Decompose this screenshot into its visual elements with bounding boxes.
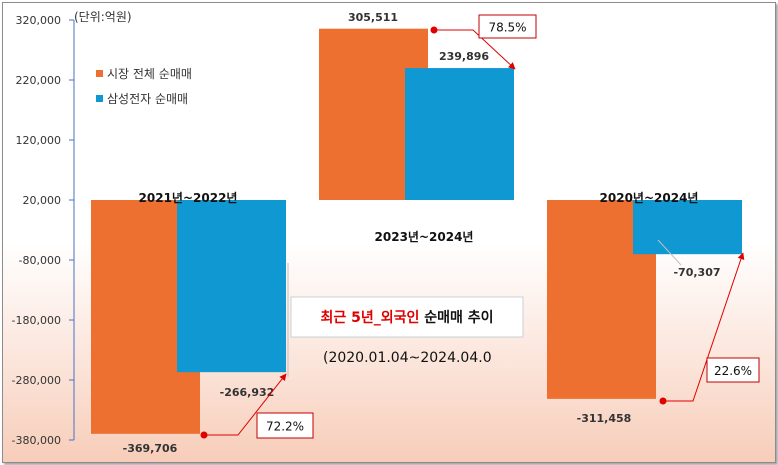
legend: 시장 전체 순매매 삼성전자 순매매 bbox=[96, 67, 192, 106]
arrow-layer: 72.2% 78.5% 22.6% bbox=[200, 14, 760, 439]
bar-samsung-1 bbox=[405, 68, 514, 200]
percent-label: 22.6% bbox=[714, 364, 752, 378]
chart-svg: 320,000 220,000 120,000 20,000 -80,000 -180,0… bbox=[12, 10, 760, 455]
y-tick-label: -80,000 bbox=[19, 254, 61, 267]
percent-box bbox=[706, 357, 760, 383]
percent-box bbox=[478, 14, 537, 39]
title-highlight: 최근 5년_외국인 bbox=[320, 309, 419, 326]
bar-samsung-2 bbox=[633, 200, 742, 255]
value-label: -311,458 bbox=[577, 412, 632, 425]
unit-label: (단위:억원) bbox=[74, 10, 132, 24]
arrow-connector bbox=[663, 252, 745, 402]
y-tick-label: 120,000 bbox=[16, 134, 62, 147]
y-tick-label: -280,000 bbox=[12, 374, 61, 387]
arrow-dot bbox=[430, 26, 438, 34]
y-tick-label: -180,000 bbox=[12, 314, 61, 327]
title-text: 최근 5년_외국인 순매매 추이 bbox=[320, 309, 493, 326]
axis-layer: 320,000 220,000 120,000 20,000 -80,000 -180,0… bbox=[12, 14, 75, 447]
arrow-dot bbox=[200, 431, 208, 439]
value-label: 239,896 bbox=[439, 50, 489, 63]
y-tick-label: -380,000 bbox=[12, 434, 61, 447]
category-label: 2021년~2022년 bbox=[139, 191, 238, 205]
y-tick-label: 320,000 bbox=[16, 14, 62, 27]
percent-label: 78.5% bbox=[488, 21, 526, 35]
arrow-dot bbox=[659, 397, 667, 405]
title-rest: 순매매 추이 bbox=[424, 309, 493, 326]
bar-layer bbox=[91, 28, 742, 434]
legend-label-samsung: 삼성전자 순매매 bbox=[107, 92, 188, 106]
leader-line bbox=[657, 239, 682, 266]
value-label: -70,307 bbox=[673, 266, 720, 279]
title-box bbox=[290, 296, 524, 338]
category-label: 2020년~2024년 bbox=[600, 191, 699, 205]
value-label: -266,932 bbox=[220, 386, 275, 399]
date-range-text: (2020.01.04~2024.04.0 bbox=[323, 350, 492, 366]
y-tick-label: 20,000 bbox=[23, 194, 62, 207]
legend-swatch-samsung bbox=[96, 95, 103, 102]
value-label: -369,706 bbox=[123, 442, 178, 455]
legend-label-market: 시장 전체 순매매 bbox=[107, 67, 192, 81]
percent-box bbox=[256, 412, 314, 439]
bar-samsung-0 bbox=[177, 200, 286, 373]
legend-swatch-market bbox=[96, 70, 103, 77]
category-label: 2023년~2024년 bbox=[375, 230, 474, 244]
y-tick-label: 220,000 bbox=[16, 74, 62, 87]
arrow-connector bbox=[434, 29, 516, 70]
title-annotation: 최근 5년_외국인 순매매 추이 (2020.01.04~2024.04.0 bbox=[290, 296, 524, 366]
percent-label: 72.2% bbox=[266, 420, 304, 434]
label-layer: -369,706 305,511 -311,458 -266,932 239,896 -7… bbox=[123, 11, 721, 455]
arrow-connector bbox=[204, 373, 287, 436]
value-label: 305,511 bbox=[348, 11, 398, 24]
